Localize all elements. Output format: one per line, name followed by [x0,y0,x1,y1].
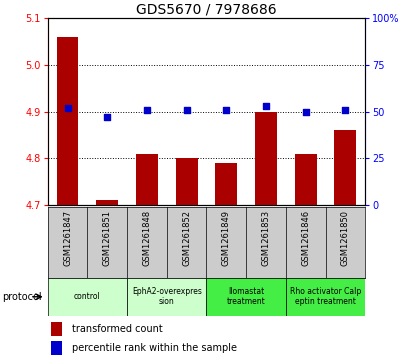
Text: GSM1261846: GSM1261846 [301,210,310,266]
Text: llomastat
treatment: llomastat treatment [227,287,266,306]
Text: GSM1261851: GSM1261851 [103,210,112,266]
Point [263,103,269,109]
Bar [127,278,207,316]
Title: GDS5670 / 7978686: GDS5670 / 7978686 [136,3,277,17]
Point [223,107,229,113]
Bar [207,278,286,316]
Text: GSM1261848: GSM1261848 [142,210,151,266]
Point [64,105,71,111]
Text: protocol: protocol [2,292,42,302]
Text: Rho activator Calp
eptin treatment: Rho activator Calp eptin treatment [290,287,361,306]
Point [144,107,150,113]
Point [183,107,190,113]
Bar [286,278,365,316]
Bar [255,111,277,205]
Text: EphA2-overexpres
sion: EphA2-overexpres sion [132,287,202,306]
Text: GSM1261852: GSM1261852 [182,210,191,266]
Bar [51,340,62,355]
Bar [96,200,118,205]
Text: control: control [74,292,101,301]
Bar [215,163,237,205]
Point [303,109,309,115]
Point [342,107,349,113]
Text: percentile rank within the sample: percentile rank within the sample [71,343,237,353]
Text: GSM1261853: GSM1261853 [261,210,271,266]
Text: GSM1261847: GSM1261847 [63,210,72,266]
Bar [295,154,317,205]
Bar [136,154,158,205]
Bar [48,278,127,316]
Bar [334,130,356,205]
Text: GSM1261849: GSM1261849 [222,210,231,266]
Bar [51,322,62,337]
Text: transformed count: transformed count [71,324,162,334]
Text: GSM1261850: GSM1261850 [341,210,350,266]
Bar [176,158,198,205]
Bar [57,37,78,205]
Point [104,114,110,120]
